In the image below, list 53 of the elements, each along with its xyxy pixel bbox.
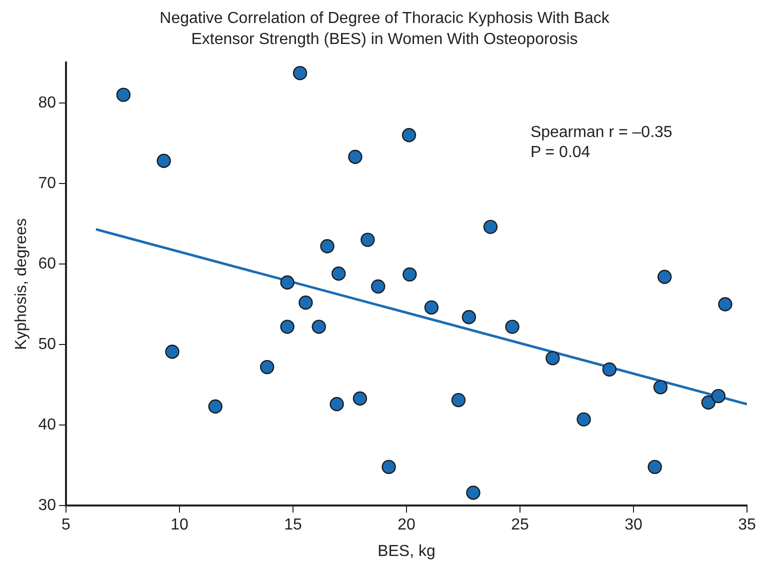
point — [330, 397, 344, 412]
point — [602, 362, 617, 377]
point — [371, 279, 386, 294]
x-axis-title: BES, kg — [378, 542, 436, 560]
x-tick-label: 35 — [738, 516, 756, 534]
annotation: Spearman r = –0.35 — [530, 124, 672, 142]
point — [711, 388, 726, 404]
point — [483, 220, 498, 234]
point — [360, 232, 375, 247]
point — [701, 395, 716, 410]
y-tick-label: 40 — [38, 416, 56, 434]
point — [466, 486, 480, 500]
x-tick-label: 15 — [284, 516, 302, 534]
y-axis-title: Kyphosis, degrees — [13, 218, 30, 350]
point — [332, 266, 346, 281]
point — [348, 150, 362, 164]
point — [208, 399, 222, 414]
point — [402, 267, 417, 282]
point — [451, 392, 466, 408]
point — [298, 296, 313, 310]
x-tick-label: 20 — [398, 516, 416, 534]
point — [280, 320, 294, 334]
point — [505, 320, 520, 334]
x-tick-label: 30 — [624, 516, 642, 534]
point — [165, 344, 180, 359]
point — [260, 360, 274, 374]
point — [424, 300, 439, 315]
x-tick-label: 25 — [511, 516, 529, 534]
point — [546, 351, 560, 366]
point — [402, 128, 416, 142]
y-tick-label: 50 — [38, 336, 56, 353]
point — [116, 88, 131, 102]
y-tick-label: 30 — [38, 497, 56, 514]
x-tick-label: 5 — [62, 516, 71, 534]
point — [320, 239, 334, 254]
chart-title: Negative Correlation of Degree of Thoracic Kyphosis With Back Extensor Strength (BES) in Women With Osteoporosis — [158, 9, 610, 50]
point — [462, 310, 476, 324]
point — [718, 297, 732, 312]
point — [382, 460, 396, 474]
annotation: P = 0.04 — [530, 144, 590, 162]
y-tick-label: 60 — [38, 255, 56, 272]
point — [292, 66, 308, 80]
point — [156, 154, 171, 168]
x-tick-label: 10 — [170, 516, 188, 534]
point — [576, 412, 591, 427]
point — [658, 270, 672, 284]
point — [648, 460, 662, 474]
point — [352, 391, 368, 406]
y-tick-label: 80 — [38, 94, 56, 112]
y-tick-label: 70 — [38, 174, 56, 192]
point — [653, 380, 668, 394]
point — [280, 275, 294, 290]
point — [312, 320, 326, 334]
